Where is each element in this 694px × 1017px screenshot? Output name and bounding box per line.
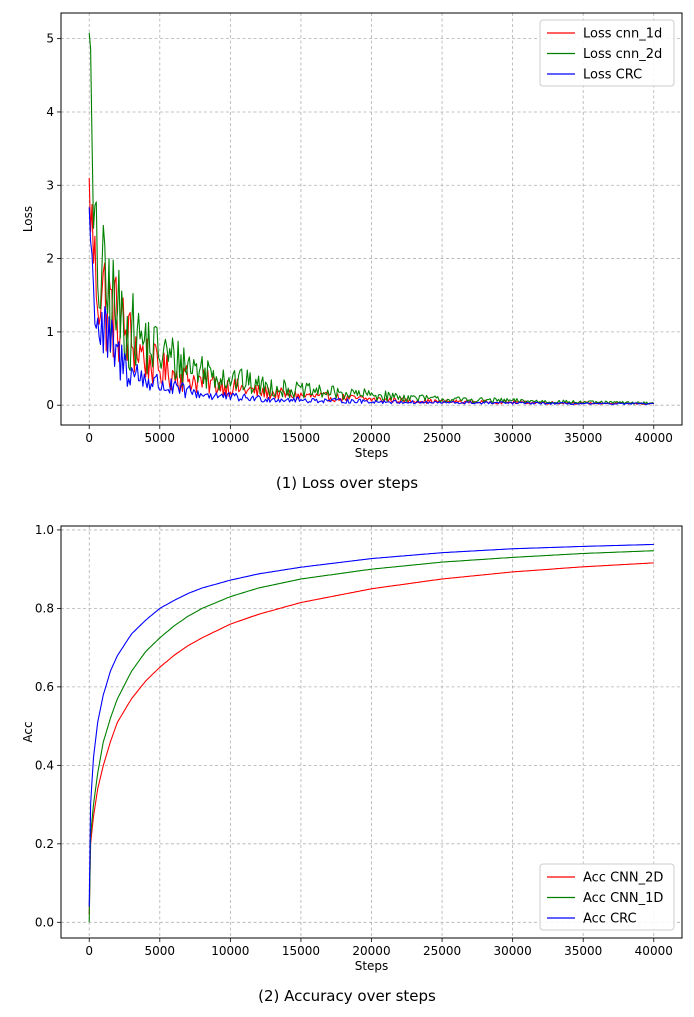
x-axis-label: Steps [355, 959, 389, 973]
x-tick-label: 15000 [282, 944, 320, 958]
series-line-loss-cnn-2d [88, 32, 655, 405]
chart-loss: 0 5000 10000 15000 20000 25000 30000 35000 40000… [21, 12, 683, 460]
x-tick-label: 40000 [635, 431, 673, 445]
legend: Acc CNN_2D Acc CNN_1D Acc CRC [539, 863, 675, 931]
series-line-acc-crc [88, 543, 654, 907]
legend-entry: Acc CNN_1D [583, 891, 663, 906]
y-tick-label: 1 [46, 325, 54, 339]
y-tick-label: 2 [46, 252, 54, 266]
x-tick-label: 25000 [423, 431, 461, 445]
x-tick-label: 10000 [211, 431, 249, 445]
x-tick-label: 20000 [352, 944, 390, 958]
legend-entry: Loss cnn_1d [583, 27, 662, 42]
y-tick-label: 4 [46, 105, 54, 119]
x-axis-label: Steps [355, 446, 389, 460]
y-tick-label: 3 [46, 178, 54, 192]
y-axis-label: Loss [21, 206, 35, 232]
legend-entry: Loss CRC [583, 68, 642, 83]
legend-box [539, 19, 675, 87]
y-tick-label: 0.6 [35, 680, 54, 694]
x-tick-label: 30000 [494, 431, 532, 445]
y-tick-label: 0.8 [35, 601, 54, 615]
x-tick-label: 5000 [145, 944, 176, 958]
y-axis-label: Acc [21, 721, 35, 742]
y-tick-label: 0 [46, 398, 54, 412]
series-line-acc-cnn-1d [88, 550, 654, 923]
legend-entry: Acc CRC [583, 912, 637, 927]
x-tick-label: 20000 [352, 431, 390, 445]
x-tick-label: 5000 [145, 431, 176, 445]
series-line-loss-cnn-1d [88, 177, 654, 405]
y-tick-label: 0.2 [35, 837, 54, 851]
x-tick-label: 25000 [423, 944, 461, 958]
y-tick-label: 0.0 [35, 915, 54, 929]
series-line-acc-cnn-2d [88, 562, 654, 915]
caption-loss: (1) Loss over steps [275, 474, 419, 492]
y-tick-label: 0.4 [35, 758, 54, 772]
x-tick-label: 35000 [564, 431, 602, 445]
x-tick-label: 10000 [211, 944, 249, 958]
x-tick-label: 30000 [494, 944, 532, 958]
legend-entry: Loss cnn_2d [583, 47, 662, 62]
x-tick-label: 40000 [635, 944, 673, 958]
caption-accuracy: (2) Accuracy over steps [258, 987, 436, 1005]
legend-box [539, 863, 675, 931]
y-tick-label: 5 [46, 32, 54, 46]
x-tick-label: 0 [85, 944, 93, 958]
legend-entry: Acc CNN_2D [583, 871, 663, 886]
x-tick-label: 35000 [564, 944, 602, 958]
series-line-loss-crc [88, 207, 654, 406]
x-tick-label: 15000 [282, 431, 320, 445]
chart-accuracy: 0 5000 10000 15000 20000 25000 30000 35000 40000… [21, 523, 683, 973]
x-tick-label: 0 [85, 431, 93, 445]
y-tick-label: 1.0 [35, 523, 54, 537]
legend: Loss cnn_1d Loss cnn_2d Loss CRC [539, 19, 675, 87]
